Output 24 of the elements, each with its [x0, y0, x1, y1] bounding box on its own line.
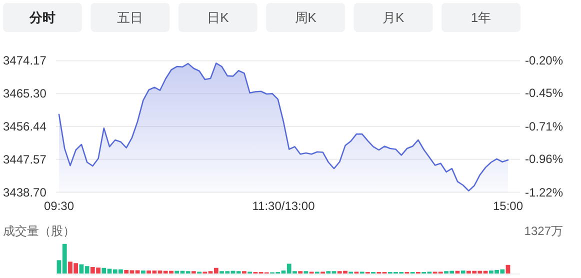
y2-tick-label: -0.20%: [524, 54, 564, 68]
x-tick-label: 09:30: [44, 199, 74, 213]
bar: [506, 264, 510, 274]
y-tick-label: 3456.44: [3, 119, 47, 134]
y-tick-label: 3438.70: [3, 185, 47, 200]
y-tick-label: 3474.17: [3, 54, 47, 68]
bar: [460, 270, 466, 274]
text: 1327万: [524, 224, 563, 238]
text: 周K: [294, 10, 317, 25]
y-tick-label: 3465.30: [3, 86, 47, 101]
x-tick-label: 11:30/13:00: [252, 199, 316, 213]
text: 分时: [28, 10, 56, 25]
text: 五日: [117, 10, 144, 25]
text: 月K: [382, 10, 404, 25]
y-tick-label: 3447.57: [3, 152, 47, 166]
y-axis-title: 成交量（股）: [3, 224, 75, 238]
text: 日K: [207, 10, 230, 25]
y2-tick-label: -0.45%: [524, 86, 564, 100]
bar: [141, 270, 146, 274]
y2-tick-label: -0.96%: [524, 152, 564, 166]
y2-tick-label: -0.71%: [524, 120, 564, 134]
x-tick-label: 15:00: [492, 199, 524, 213]
text: 1年: [470, 10, 492, 25]
y2-tick-label: -1.22%: [524, 185, 564, 200]
